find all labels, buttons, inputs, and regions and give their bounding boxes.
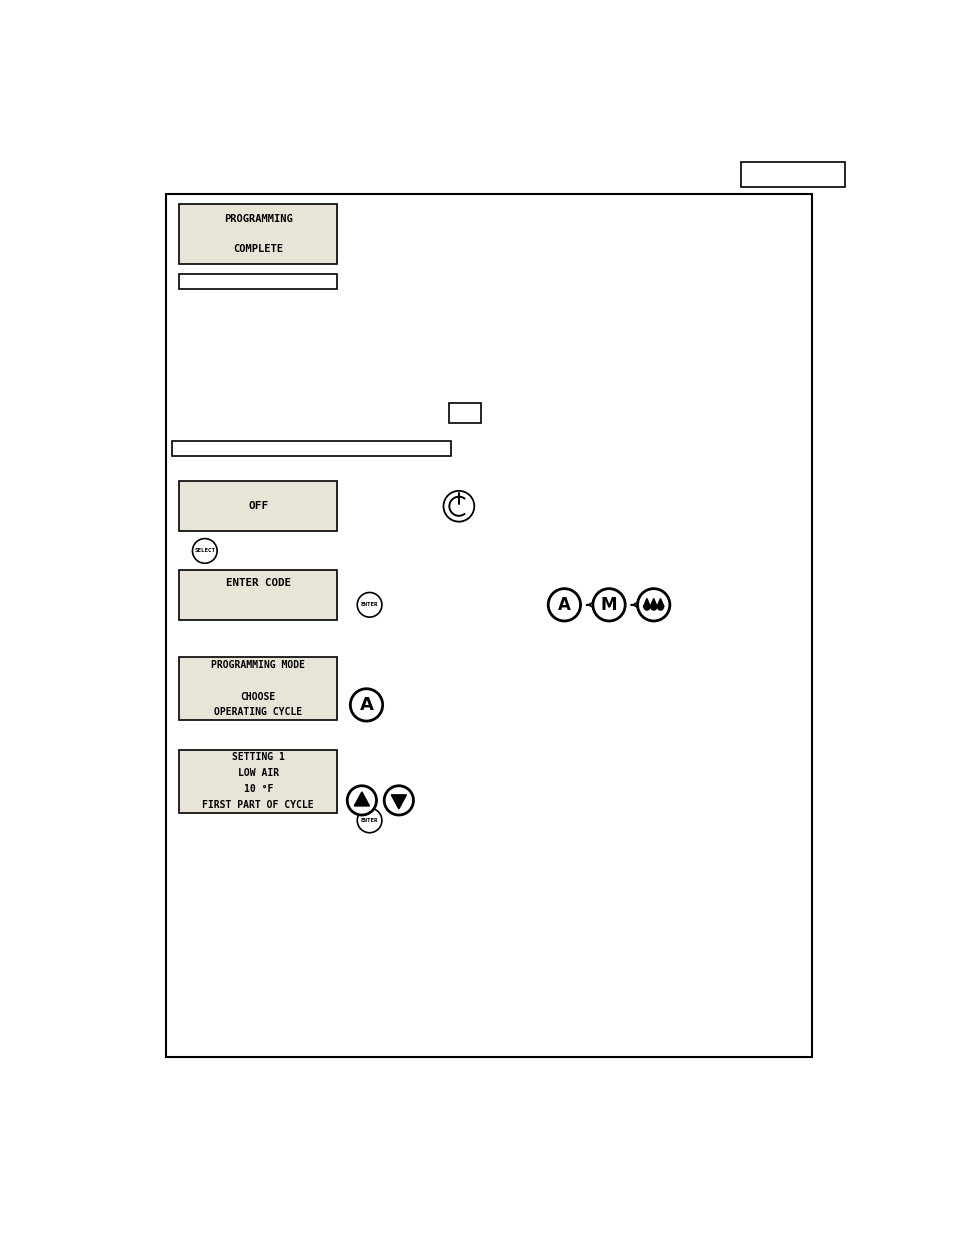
- Circle shape: [384, 785, 413, 815]
- Polygon shape: [391, 795, 406, 809]
- Text: 10 °F: 10 °F: [243, 784, 273, 794]
- Text: ENTER: ENTER: [360, 818, 378, 823]
- Text: CHOOSE: CHOOSE: [240, 692, 275, 701]
- FancyBboxPatch shape: [179, 480, 336, 531]
- FancyBboxPatch shape: [172, 441, 451, 456]
- Text: ENTER: ENTER: [360, 603, 378, 608]
- Circle shape: [356, 593, 381, 618]
- Circle shape: [592, 589, 624, 621]
- Text: SELECT: SELECT: [194, 548, 215, 553]
- Text: A: A: [558, 595, 570, 614]
- Circle shape: [347, 785, 376, 815]
- Circle shape: [350, 689, 382, 721]
- Text: FIRST PART OF CYCLE: FIRST PART OF CYCLE: [202, 800, 314, 810]
- Text: OFF: OFF: [248, 501, 268, 511]
- FancyBboxPatch shape: [179, 750, 336, 813]
- FancyBboxPatch shape: [179, 571, 336, 620]
- Circle shape: [637, 589, 669, 621]
- Circle shape: [642, 604, 650, 611]
- FancyBboxPatch shape: [740, 162, 844, 186]
- Text: PROGRAMMING MODE: PROGRAMMING MODE: [211, 659, 305, 671]
- Text: LOW AIR: LOW AIR: [237, 768, 278, 778]
- Text: OPERATING CYCLE: OPERATING CYCLE: [214, 708, 302, 718]
- Text: A: A: [359, 695, 373, 714]
- Text: SETTING 1: SETTING 1: [232, 752, 284, 762]
- Polygon shape: [649, 599, 657, 606]
- Circle shape: [657, 604, 663, 611]
- Polygon shape: [354, 792, 369, 806]
- Circle shape: [649, 604, 657, 611]
- Text: ENTER CODE: ENTER CODE: [226, 578, 291, 588]
- Circle shape: [356, 808, 381, 832]
- Text: PROGRAMMING: PROGRAMMING: [224, 214, 293, 224]
- FancyBboxPatch shape: [449, 403, 480, 424]
- FancyBboxPatch shape: [166, 194, 811, 1057]
- Text: M: M: [600, 595, 617, 614]
- FancyBboxPatch shape: [179, 274, 336, 289]
- Polygon shape: [642, 599, 650, 606]
- FancyBboxPatch shape: [179, 657, 336, 720]
- FancyBboxPatch shape: [179, 204, 336, 264]
- Circle shape: [548, 589, 580, 621]
- Polygon shape: [657, 599, 663, 606]
- Circle shape: [193, 538, 217, 563]
- Text: COMPLETE: COMPLETE: [233, 243, 283, 253]
- Circle shape: [443, 490, 474, 521]
